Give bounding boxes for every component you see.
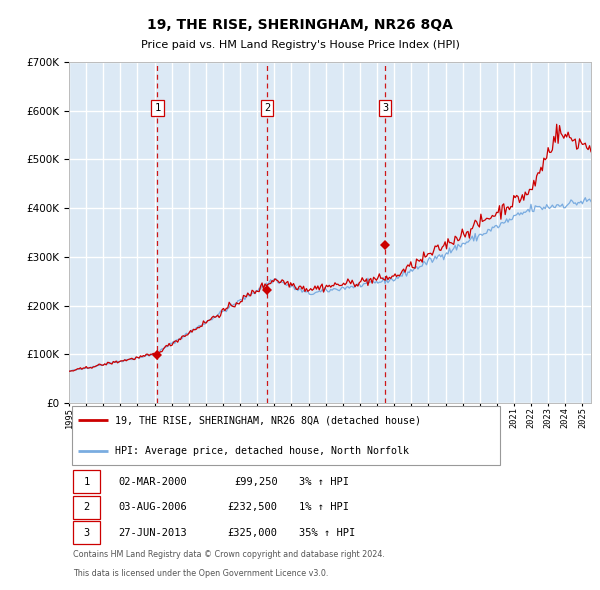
Text: 2: 2 [264, 103, 271, 113]
Text: 03-AUG-2006: 03-AUG-2006 [119, 502, 187, 512]
Text: Price paid vs. HM Land Registry's House Price Index (HPI): Price paid vs. HM Land Registry's House … [140, 40, 460, 50]
Text: 3: 3 [382, 103, 389, 113]
Text: 19, THE RISE, SHERINGHAM, NR26 8QA (detached house): 19, THE RISE, SHERINGHAM, NR26 8QA (deta… [115, 415, 421, 425]
Text: 27-JUN-2013: 27-JUN-2013 [119, 527, 187, 537]
FancyBboxPatch shape [73, 470, 100, 493]
Text: 35% ↑ HPI: 35% ↑ HPI [299, 527, 355, 537]
Text: £99,250: £99,250 [234, 477, 278, 487]
Text: 2: 2 [83, 502, 90, 512]
Text: 02-MAR-2000: 02-MAR-2000 [119, 477, 187, 487]
FancyBboxPatch shape [73, 496, 100, 519]
Text: This data is licensed under the Open Government Licence v3.0.: This data is licensed under the Open Gov… [73, 569, 329, 578]
Text: 3: 3 [83, 527, 90, 537]
Text: HPI: Average price, detached house, North Norfolk: HPI: Average price, detached house, Nort… [115, 445, 409, 455]
Text: 1: 1 [154, 103, 161, 113]
Text: 1: 1 [83, 477, 90, 487]
Text: £232,500: £232,500 [228, 502, 278, 512]
Text: Contains HM Land Registry data © Crown copyright and database right 2024.: Contains HM Land Registry data © Crown c… [73, 550, 385, 559]
Text: £325,000: £325,000 [228, 527, 278, 537]
FancyBboxPatch shape [73, 521, 100, 544]
Text: 19, THE RISE, SHERINGHAM, NR26 8QA: 19, THE RISE, SHERINGHAM, NR26 8QA [147, 18, 453, 32]
Text: 3% ↑ HPI: 3% ↑ HPI [299, 477, 349, 487]
Text: 1% ↑ HPI: 1% ↑ HPI [299, 502, 349, 512]
FancyBboxPatch shape [71, 405, 500, 465]
